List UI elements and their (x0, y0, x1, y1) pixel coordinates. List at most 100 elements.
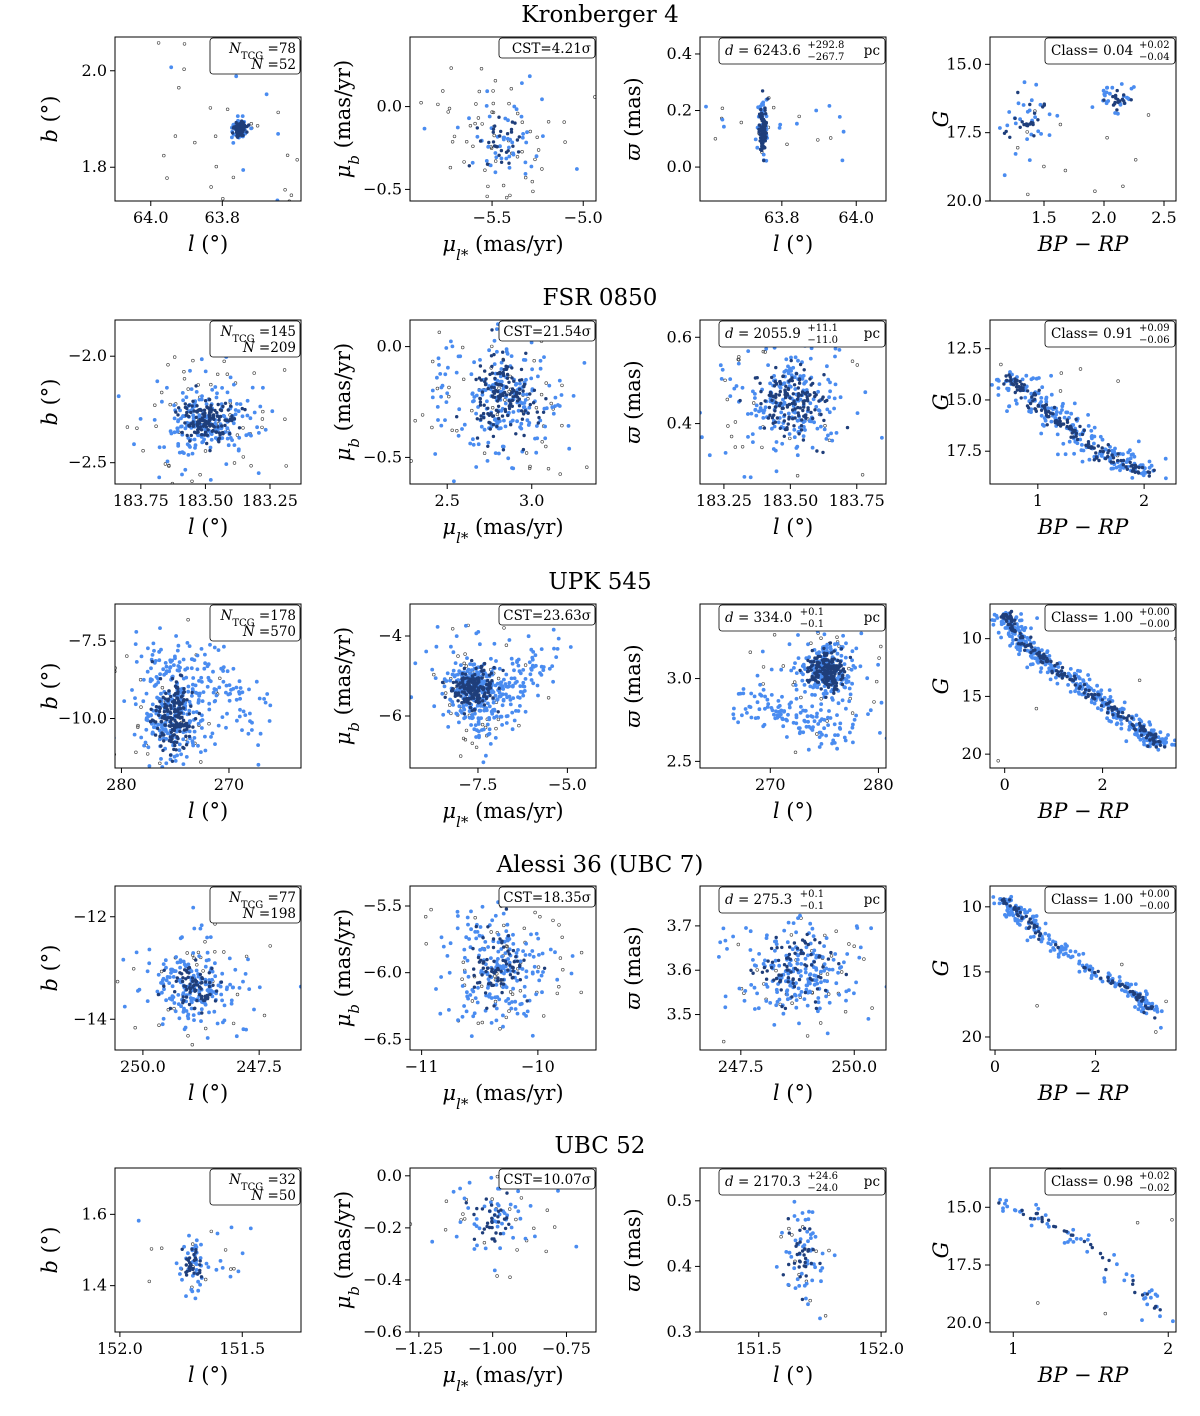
field-star-point (191, 1043, 194, 1046)
x-tick-label: 64.0 (133, 208, 169, 227)
member-point (190, 694, 194, 698)
member-point (521, 392, 525, 396)
tcg-point (199, 425, 202, 428)
field-star-point (437, 103, 440, 106)
tcg-point (182, 687, 185, 690)
tcg-point (1122, 93, 1125, 96)
member-point (1060, 408, 1064, 412)
member-point (430, 668, 434, 672)
field-star-point (447, 111, 450, 114)
field-star-point (680, 440, 683, 443)
member-point (810, 704, 814, 708)
tcg-point (1140, 734, 1143, 737)
member-point (246, 958, 250, 962)
member-point (162, 962, 166, 966)
tcg-point (1014, 638, 1017, 641)
field-star-point (146, 753, 149, 756)
tcg-point (228, 432, 231, 435)
member-point (452, 669, 456, 673)
member-point (780, 695, 784, 699)
field-star-point (783, 303, 786, 306)
member-point (1080, 443, 1084, 447)
x-tick-label: 183.50 (177, 491, 233, 510)
tcg-point (1026, 389, 1029, 392)
tcg-point (1083, 691, 1086, 694)
field-star-point (307, 58, 310, 61)
tcg-point (1122, 463, 1125, 466)
member-point (756, 674, 760, 678)
member-point (521, 694, 525, 698)
tcg-point (820, 687, 823, 690)
member-point (1048, 133, 1052, 137)
tcg-point (1078, 425, 1081, 428)
member-point (446, 671, 450, 675)
member-point (518, 669, 522, 673)
member-point (220, 972, 224, 976)
tcg-point (804, 416, 807, 419)
tcg-point (173, 708, 176, 711)
tcg-point (488, 673, 491, 676)
tcg-point (1122, 716, 1125, 719)
member-point (486, 733, 490, 737)
member-point (237, 449, 241, 453)
member-point (514, 383, 518, 387)
annotation-text: CST=23.63σ (503, 608, 591, 624)
member-point (191, 413, 195, 417)
field-star-point (1147, 114, 1150, 117)
member-point (257, 431, 261, 435)
tcg-point (1151, 737, 1154, 740)
field-star-point (285, 231, 288, 234)
tcg-point (192, 409, 195, 412)
member-point (525, 130, 529, 134)
annotation-text: Class= 1.00 (1051, 610, 1133, 626)
member-point (1005, 124, 1009, 128)
member-point (796, 359, 800, 363)
member-point (807, 748, 811, 752)
field-star-point (236, 993, 239, 996)
member-point (848, 731, 852, 735)
member-point (210, 300, 214, 304)
annotation-text: N =209 (242, 340, 296, 356)
tcg-point (833, 680, 836, 683)
x-tick-label: 270 (755, 775, 786, 794)
member-point (176, 427, 180, 431)
tcg-point (1003, 132, 1006, 135)
tcg-point (1019, 632, 1022, 635)
member-point (743, 475, 747, 479)
field-star-point (585, 466, 588, 469)
member-point (1078, 669, 1082, 673)
field-star-point (793, 681, 796, 684)
tcg-point (161, 749, 164, 752)
member-point (169, 65, 173, 69)
tcg-point (1085, 444, 1088, 447)
member-point (229, 688, 233, 692)
member-point (242, 710, 246, 714)
tcg-point (512, 380, 515, 383)
member-point (494, 736, 498, 740)
member-point (545, 406, 549, 410)
tcg-point (1146, 734, 1149, 737)
tcg-point (1020, 396, 1023, 399)
field-star-point (682, 122, 685, 125)
tcg-point (820, 397, 823, 400)
tcg-point (1060, 423, 1063, 426)
member-point (478, 709, 482, 713)
tcg-point (238, 122, 241, 125)
member-point (492, 701, 496, 705)
tcg-point (1107, 707, 1110, 710)
tcg-point (1111, 713, 1114, 716)
member-point (829, 432, 833, 436)
member-point (535, 436, 539, 440)
tcg-point (770, 376, 773, 379)
tcg-point (504, 410, 507, 413)
tcg-point (186, 434, 189, 437)
y-tick-label: −2.0 (68, 346, 107, 365)
tcg-point (770, 399, 773, 402)
member-point (432, 704, 436, 708)
member-point (838, 726, 842, 730)
member-point (552, 412, 556, 416)
member-point (482, 709, 486, 713)
